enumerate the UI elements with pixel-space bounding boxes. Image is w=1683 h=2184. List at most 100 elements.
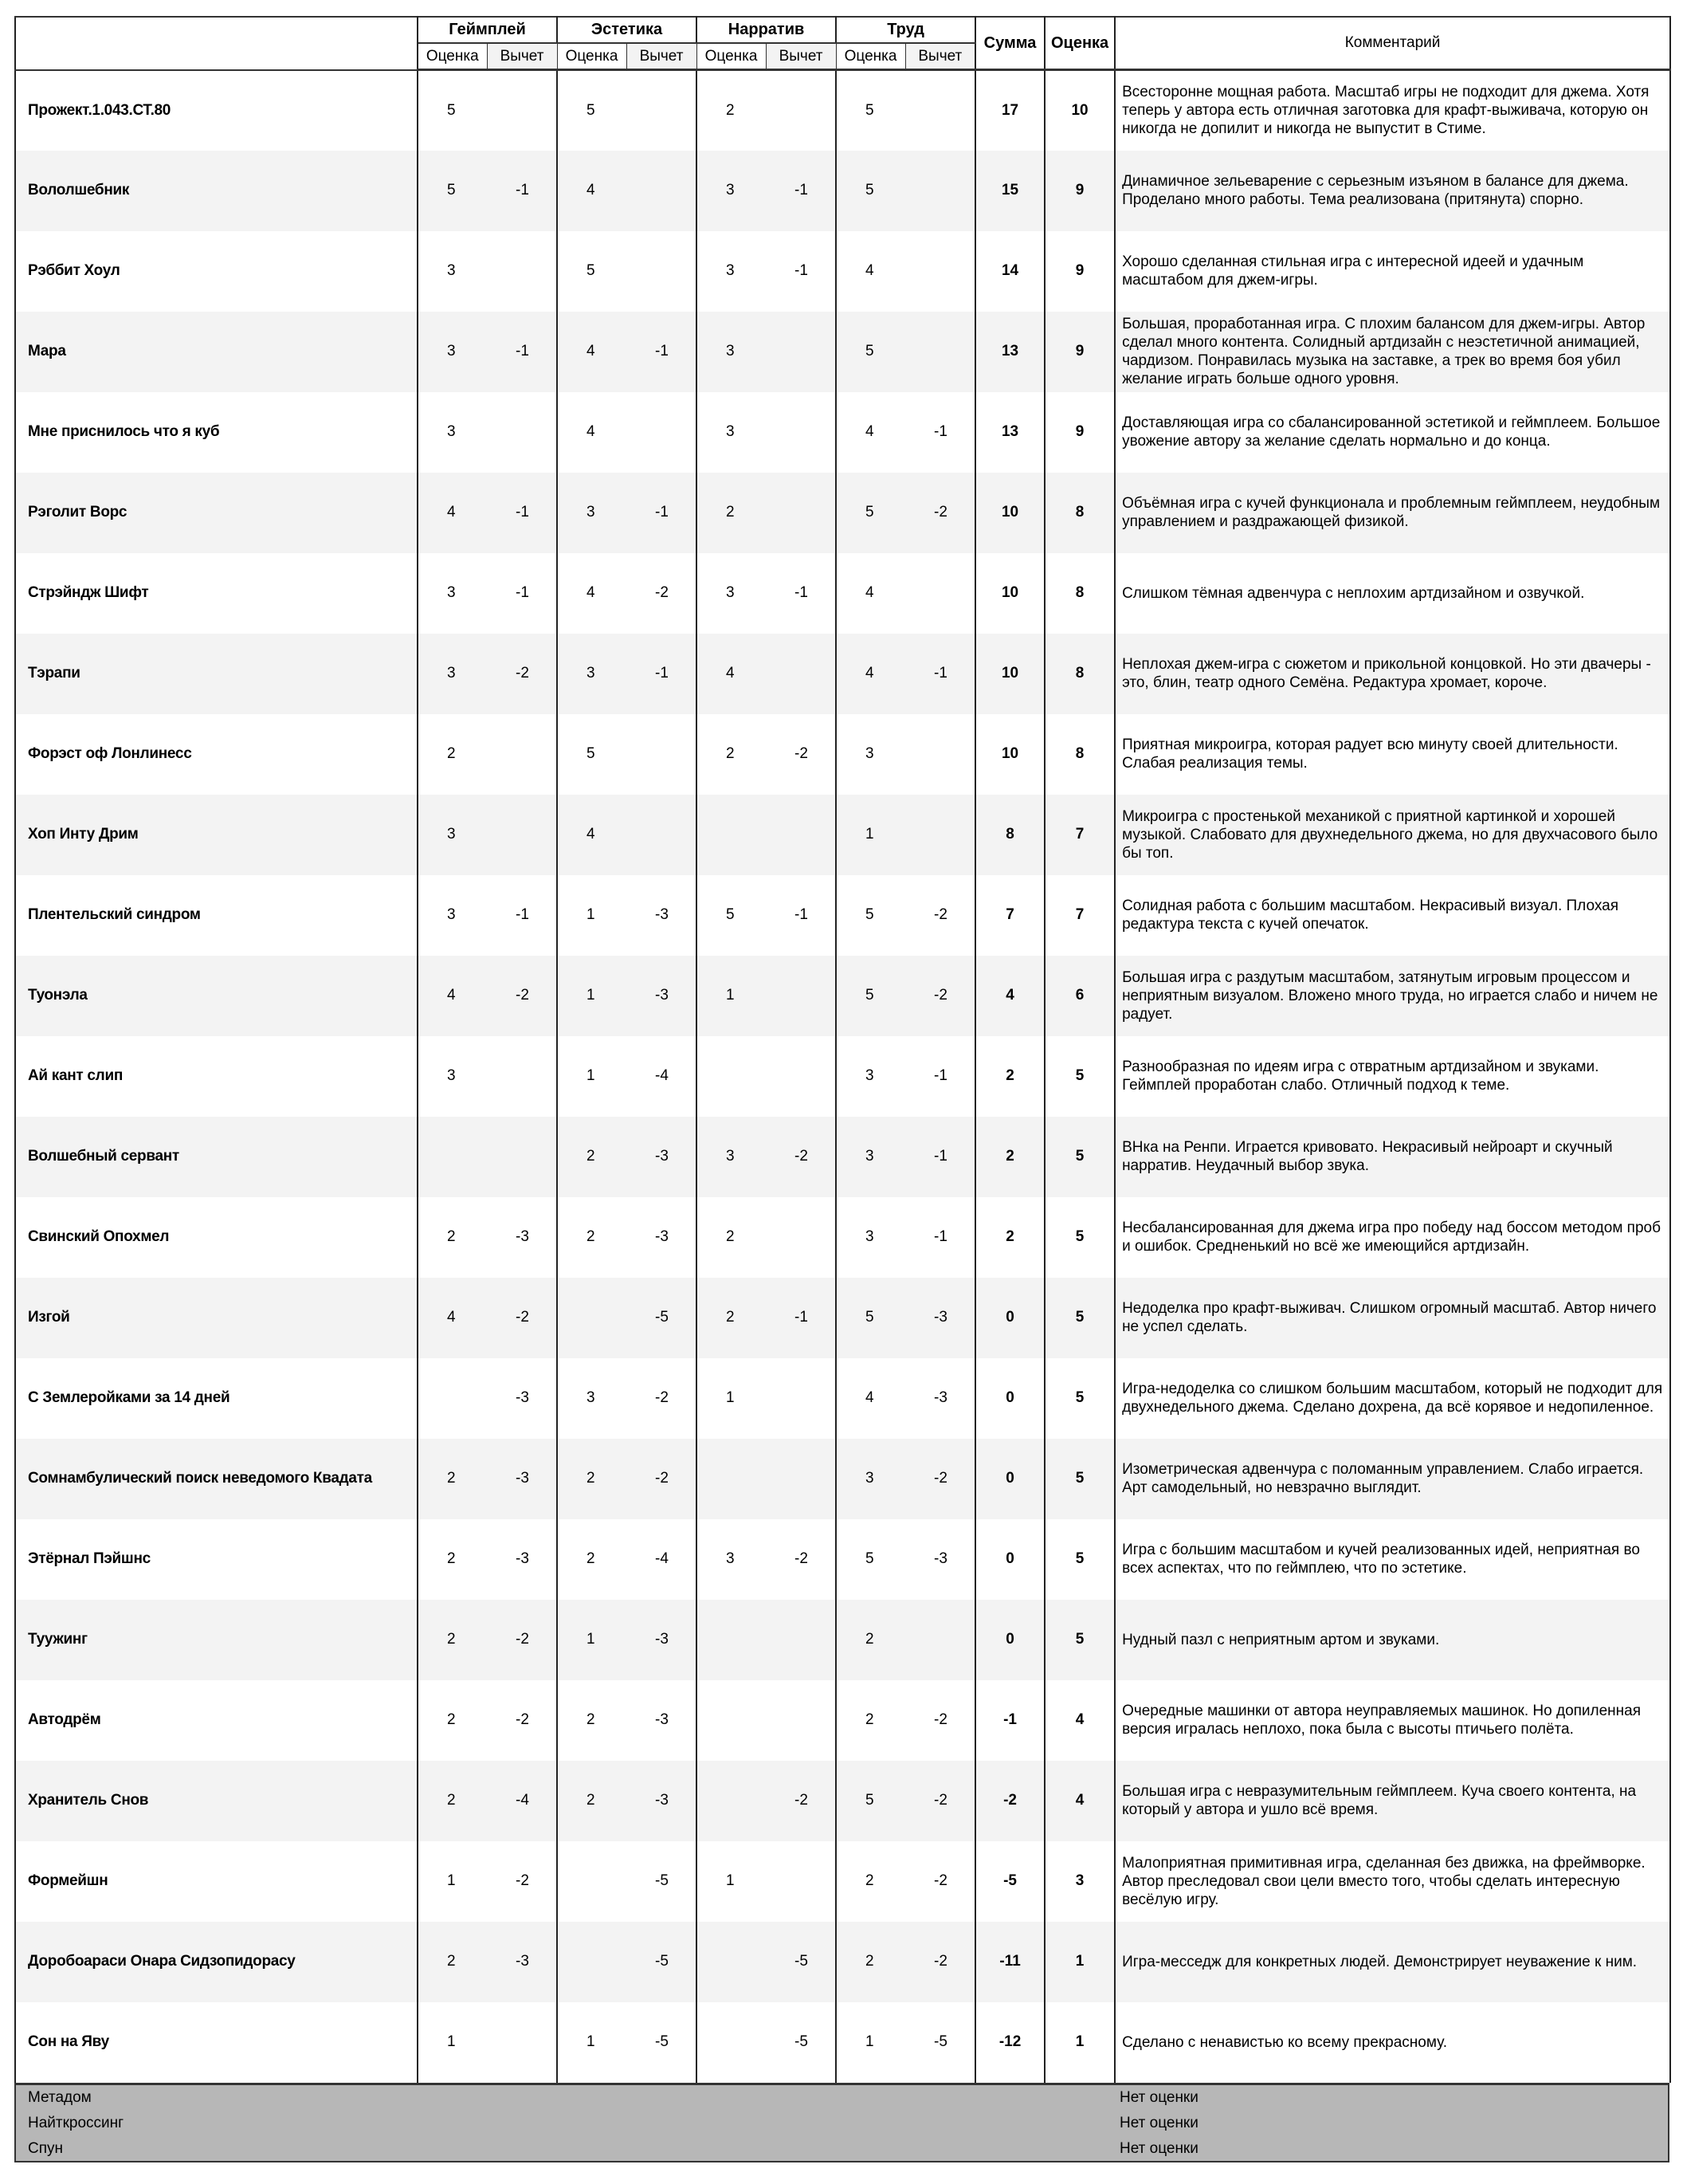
table-row: Плентельский синдром 3 -1 1 -3 5 -1 5 -2 7 7 Солидн…	[14, 874, 1672, 956]
group-header-gameplay: Геймплей	[416, 16, 559, 44]
game-name: Изгой	[14, 1277, 418, 1358]
sum-cell: -11	[975, 1921, 1046, 2002]
effort-score-cell: 3	[865, 1228, 874, 1245]
narrative-deduction-cell: -1	[766, 150, 838, 231]
narrative-deduction-cell	[766, 633, 838, 714]
game-name: Вололшебник	[14, 150, 418, 231]
game-name: Сомнамбулический поиск неведомого Квадат…	[14, 1438, 418, 1519]
subheader-deduction: Вычет	[486, 43, 558, 71]
table-row: Туонэла 4 -2 1 -3 1 5 -2 4 6 Большая игра с раздут…	[14, 955, 1672, 1036]
narrative-score-cell	[696, 1680, 766, 1761]
gameplay-score-cell: 1	[447, 1872, 456, 1889]
unrated-row: Спун Нет оценки	[16, 2136, 1668, 2162]
effort-score-cell: 1	[865, 826, 874, 843]
subheader-score: Оценка	[417, 43, 488, 71]
final-score-cell: 5	[1045, 1035, 1116, 1117]
game-name: Этёрнал Пэйшнс	[14, 1518, 418, 1600]
sum-cell: -1	[975, 1679, 1046, 1761]
subheader-score: Оценка	[556, 43, 627, 71]
effort-deduction-cell: -1	[905, 1116, 977, 1197]
comment-cell: Большая, проработанная игра. С плохим ба…	[1115, 311, 1672, 392]
comment-cell: Нудный пазл с неприятным артом и звуками…	[1115, 1599, 1672, 1680]
table-row: Сон на Яву 1 1 -5 -5 1 -5 -12 1 Сделано с ненавис…	[14, 2001, 1672, 2083]
narrative-score-cell	[696, 1761, 766, 1841]
gameplay-deduction-cell: -2	[487, 1679, 559, 1761]
gameplay-score-cell: 3	[447, 262, 456, 279]
comment-cell: Солидная работа с большим масштабом. Нек…	[1115, 874, 1672, 956]
sum-cell: -2	[975, 1760, 1046, 1841]
effort-deduction-cell: -1	[905, 391, 977, 473]
game-name: Сон на Яву	[14, 2001, 418, 2083]
group-header-aesthetics: Эстетика	[556, 16, 698, 44]
comment-cell: Очередные машинки от автора неуправляемы…	[1115, 1679, 1672, 1761]
effort-score-cell: 5	[865, 1792, 874, 1809]
narrative-deduction-cell: -1	[766, 230, 838, 312]
narrative-score-cell: 3	[726, 262, 735, 279]
comment-cell: Разнообразная по идеям игра с отвратным …	[1115, 1035, 1672, 1117]
narrative-score-cell: 3	[726, 423, 735, 440]
gameplay-deduction-cell: -3	[487, 1921, 559, 2002]
aesthetics-deduction-cell: -2	[626, 1357, 698, 1439]
ratings-table: Геймплей Эстетика Нарратив Труд Сумма Оц…	[14, 16, 1672, 2083]
narrative-score-cell: 2	[726, 745, 735, 762]
aesthetics-deduction-cell	[626, 391, 698, 473]
effort-score-cell: 5	[865, 343, 874, 359]
aesthetics-deduction-cell: -2	[626, 1438, 698, 1519]
gameplay-deduction-cell	[487, 1116, 559, 1197]
final-score-cell: 5	[1045, 1438, 1116, 1519]
subheader-deduction: Вычет	[904, 43, 976, 71]
effort-score-cell: 1	[865, 2033, 874, 2050]
aesthetics-deduction-cell: -4	[626, 1035, 698, 1117]
gameplay-score-cell: 3	[447, 906, 456, 923]
narrative-deduction-cell: -1	[766, 874, 838, 956]
comment-cell: Приятная микроигра, которая радует всю м…	[1115, 713, 1672, 795]
effort-score-cell: 2	[865, 1711, 874, 1728]
comment-cell: Неплохая джем-игра с сюжетом и прикольно…	[1115, 633, 1672, 714]
unrated-section: Метадом Нет оценки Найткроссинг Нет оценки С…	[14, 2082, 1669, 2162]
comment-cell: Доставляющая игра со сбалансированной эс…	[1115, 391, 1672, 473]
gameplay-deduction-cell	[487, 794, 559, 875]
final-score-cell: 5	[1045, 1518, 1116, 1600]
aesthetics-score-cell: 4	[586, 826, 595, 843]
unrated-game-name: Спун	[28, 2139, 64, 2157]
effort-score-cell: 5	[865, 504, 874, 520]
effort-deduction-cell	[905, 311, 977, 392]
final-score-cell: 8	[1045, 552, 1116, 634]
gameplay-score-cell: 4	[447, 1309, 456, 1326]
narrative-score-cell: 5	[726, 906, 735, 923]
table-row: Свинский Опохмел 2 -3 2 -3 2 3 -1 2 5 Несбалансиро…	[14, 1196, 1672, 1278]
final-score-cell: 4	[1045, 1679, 1116, 1761]
aesthetics-score-cell	[557, 1922, 626, 2002]
gameplay-score-cell: 4	[447, 504, 456, 520]
aesthetics-deduction-cell: -3	[626, 1679, 698, 1761]
sum-cell: 14	[975, 230, 1046, 312]
table-row: Вололшебник 5 -1 4 3 -1 5 15 9 Динамичное зельева…	[14, 150, 1672, 231]
comment-cell: Игра-месседж для конкретных людей. Демон…	[1115, 1921, 1672, 2002]
game-name: Тэрапи	[14, 633, 418, 714]
narrative-score-cell: 1	[726, 1389, 735, 1406]
table-row: Хоп Инту Дрим 3 4 1 8 7 Микроигра с простенько…	[14, 794, 1672, 875]
game-name: Хранитель Снов	[14, 1760, 418, 1841]
gameplay-score-cell: 1	[447, 2033, 456, 2050]
aesthetics-score-cell: 2	[586, 1711, 595, 1728]
sum-cell: 13	[975, 391, 1046, 473]
effort-deduction-cell: -5	[905, 2001, 977, 2083]
comment-cell: ВНка на Ренпи. Играется кривовато. Некра…	[1115, 1116, 1672, 1197]
table-row: Рэббит Хоул 3 5 3 -1 4 14 9 Хорошо сделанная сти…	[14, 230, 1672, 312]
sum-cell: 10	[975, 472, 1046, 553]
game-name: Плентельский синдром	[14, 874, 418, 956]
sum-cell: 2	[975, 1035, 1046, 1117]
unrated-row: Метадом Нет оценки	[16, 2085, 1668, 2111]
aesthetics-deduction-cell: -5	[626, 1277, 698, 1358]
aesthetics-deduction-cell: -5	[626, 2001, 698, 2083]
narrative-deduction-cell	[766, 472, 838, 553]
gameplay-score-cell: 2	[447, 1792, 456, 1809]
final-score-cell: 5	[1045, 1599, 1116, 1680]
narrative-deduction-cell	[766, 1357, 838, 1439]
sum-cell: 10	[975, 552, 1046, 634]
aesthetics-deduction-cell: -4	[626, 1518, 698, 1600]
gameplay-deduction-cell	[487, 713, 559, 795]
aesthetics-deduction-cell: -2	[626, 552, 698, 634]
final-score-cell: 6	[1045, 955, 1116, 1036]
narrative-score-cell	[696, 1922, 766, 2002]
